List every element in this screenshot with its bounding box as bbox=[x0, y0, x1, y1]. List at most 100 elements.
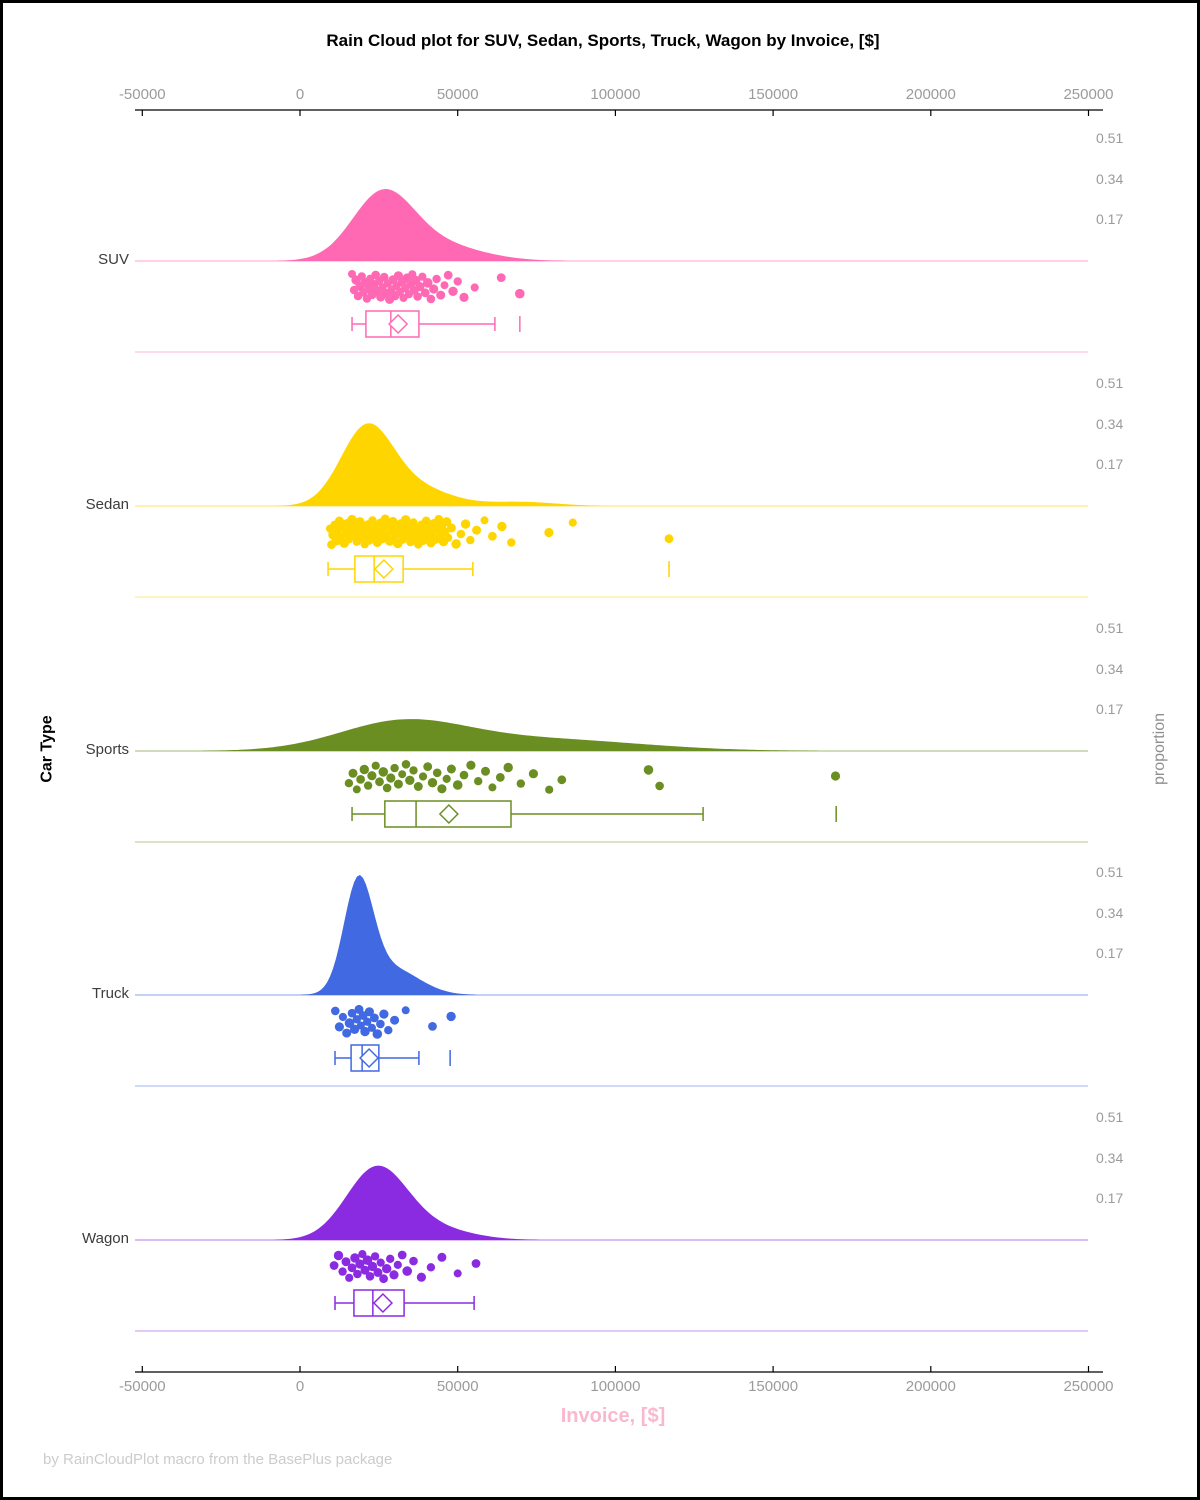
x-tick-label: 50000 bbox=[436, 1378, 479, 1395]
rain-point bbox=[367, 771, 377, 781]
mean-diamond bbox=[372, 1292, 394, 1314]
proportion-tick-label: 0.34 bbox=[1096, 415, 1124, 432]
rain-point bbox=[371, 761, 380, 770]
rain-point bbox=[360, 1265, 370, 1275]
rain-point bbox=[382, 783, 392, 793]
rain-point bbox=[528, 769, 539, 779]
rain-point bbox=[495, 773, 505, 782]
rain-point bbox=[544, 527, 554, 538]
rain-point bbox=[347, 1263, 357, 1273]
rain-point bbox=[349, 1024, 360, 1034]
rain-point bbox=[344, 779, 354, 788]
rain-point bbox=[488, 531, 497, 541]
rain-point bbox=[444, 533, 453, 542]
rain-point bbox=[347, 1008, 357, 1018]
rain-point bbox=[436, 290, 446, 300]
mean-diamond bbox=[388, 313, 409, 335]
density-curve bbox=[135, 875, 1088, 995]
rain-point bbox=[480, 516, 489, 525]
proportion-tick-label: 0.17 bbox=[1096, 456, 1124, 473]
x-tick-label: 100000 bbox=[590, 86, 641, 103]
y-axis-right-label: proportion bbox=[1150, 712, 1168, 786]
rain-point bbox=[437, 784, 447, 794]
rain-point bbox=[664, 534, 674, 544]
rain-point bbox=[378, 767, 389, 777]
rain-point bbox=[329, 1261, 339, 1270]
rain-point bbox=[370, 1252, 380, 1261]
rain-point bbox=[376, 1019, 385, 1029]
footer-note: by RainCloudPlot macro from the BasePlus… bbox=[43, 1451, 393, 1468]
proportion-tick-label: 0.17 bbox=[1096, 1190, 1124, 1207]
rain-point bbox=[456, 529, 466, 539]
category-label: Wagon bbox=[82, 1230, 129, 1247]
proportion-tick-label: 0.34 bbox=[1096, 660, 1124, 677]
category-label: Sedan bbox=[85, 496, 129, 513]
rain-point bbox=[379, 272, 389, 282]
x-tick-label: 200000 bbox=[905, 1378, 956, 1395]
rain-point bbox=[452, 780, 463, 790]
proportion-tick-label: 0.51 bbox=[1096, 129, 1124, 146]
rain-point bbox=[359, 764, 369, 775]
rain-point bbox=[830, 771, 841, 781]
rain-point bbox=[420, 288, 430, 298]
category-label: Sports bbox=[85, 741, 129, 758]
proportion-tick-label: 0.17 bbox=[1096, 701, 1124, 718]
rain-point bbox=[568, 518, 577, 527]
proportion-tick-label: 0.51 bbox=[1096, 863, 1124, 880]
rain-point bbox=[451, 539, 461, 549]
rain-point bbox=[466, 535, 475, 545]
rain-point bbox=[379, 1274, 388, 1284]
rain-point bbox=[331, 1006, 340, 1016]
mean-diamond bbox=[373, 558, 394, 580]
density-curve bbox=[135, 1165, 1088, 1240]
rain-point bbox=[432, 274, 441, 284]
rain-point bbox=[418, 772, 428, 781]
rain-point bbox=[363, 781, 373, 790]
rain-point bbox=[397, 1250, 407, 1260]
rain-point bbox=[393, 1260, 402, 1269]
proportion-tick-label: 0.51 bbox=[1096, 374, 1124, 391]
density-curve bbox=[135, 719, 1088, 751]
rain-point bbox=[643, 765, 654, 775]
y-axis-left-label: Car Type bbox=[39, 715, 56, 783]
rain-point bbox=[416, 1272, 426, 1282]
rain-point bbox=[503, 762, 513, 773]
x-tick-label: 250000 bbox=[1063, 1378, 1114, 1395]
rain-point bbox=[368, 516, 377, 525]
rain-point bbox=[401, 1006, 410, 1015]
x-tick-label: 50000 bbox=[436, 86, 479, 103]
rain-point bbox=[446, 764, 456, 774]
rain-point bbox=[442, 517, 452, 527]
rain-point bbox=[338, 1267, 347, 1276]
rain-point bbox=[386, 1254, 395, 1264]
raincloud-plot-svg bbox=[135, 109, 1103, 1373]
rain-point bbox=[440, 281, 449, 290]
rain-point bbox=[355, 1259, 365, 1269]
rain-point bbox=[367, 1261, 378, 1272]
x-tick-label: -50000 bbox=[118, 1378, 166, 1395]
rain-point bbox=[352, 1015, 361, 1024]
y-axis-left-label-wrap: Car Type bbox=[3, 715, 113, 782]
rain-point bbox=[507, 538, 516, 547]
rain-point bbox=[446, 523, 456, 533]
rain-point bbox=[364, 1007, 374, 1017]
rain-point bbox=[432, 768, 442, 778]
rain-point bbox=[409, 766, 418, 775]
rain-point bbox=[427, 778, 438, 788]
rain-point bbox=[448, 286, 458, 296]
x-tick-label: 150000 bbox=[748, 1378, 799, 1395]
rain-point bbox=[443, 270, 453, 280]
rain-point bbox=[655, 781, 664, 791]
rain-point bbox=[488, 783, 497, 792]
rain-point bbox=[382, 1264, 392, 1274]
rain-point bbox=[393, 779, 403, 789]
rain-point bbox=[365, 1272, 375, 1281]
rain-point bbox=[459, 770, 469, 780]
rain-point bbox=[453, 1269, 462, 1278]
rain-point bbox=[379, 1009, 389, 1019]
rain-point bbox=[348, 768, 358, 778]
rain-point bbox=[390, 1015, 400, 1025]
rain-point bbox=[413, 782, 423, 791]
rain-point bbox=[390, 763, 399, 773]
